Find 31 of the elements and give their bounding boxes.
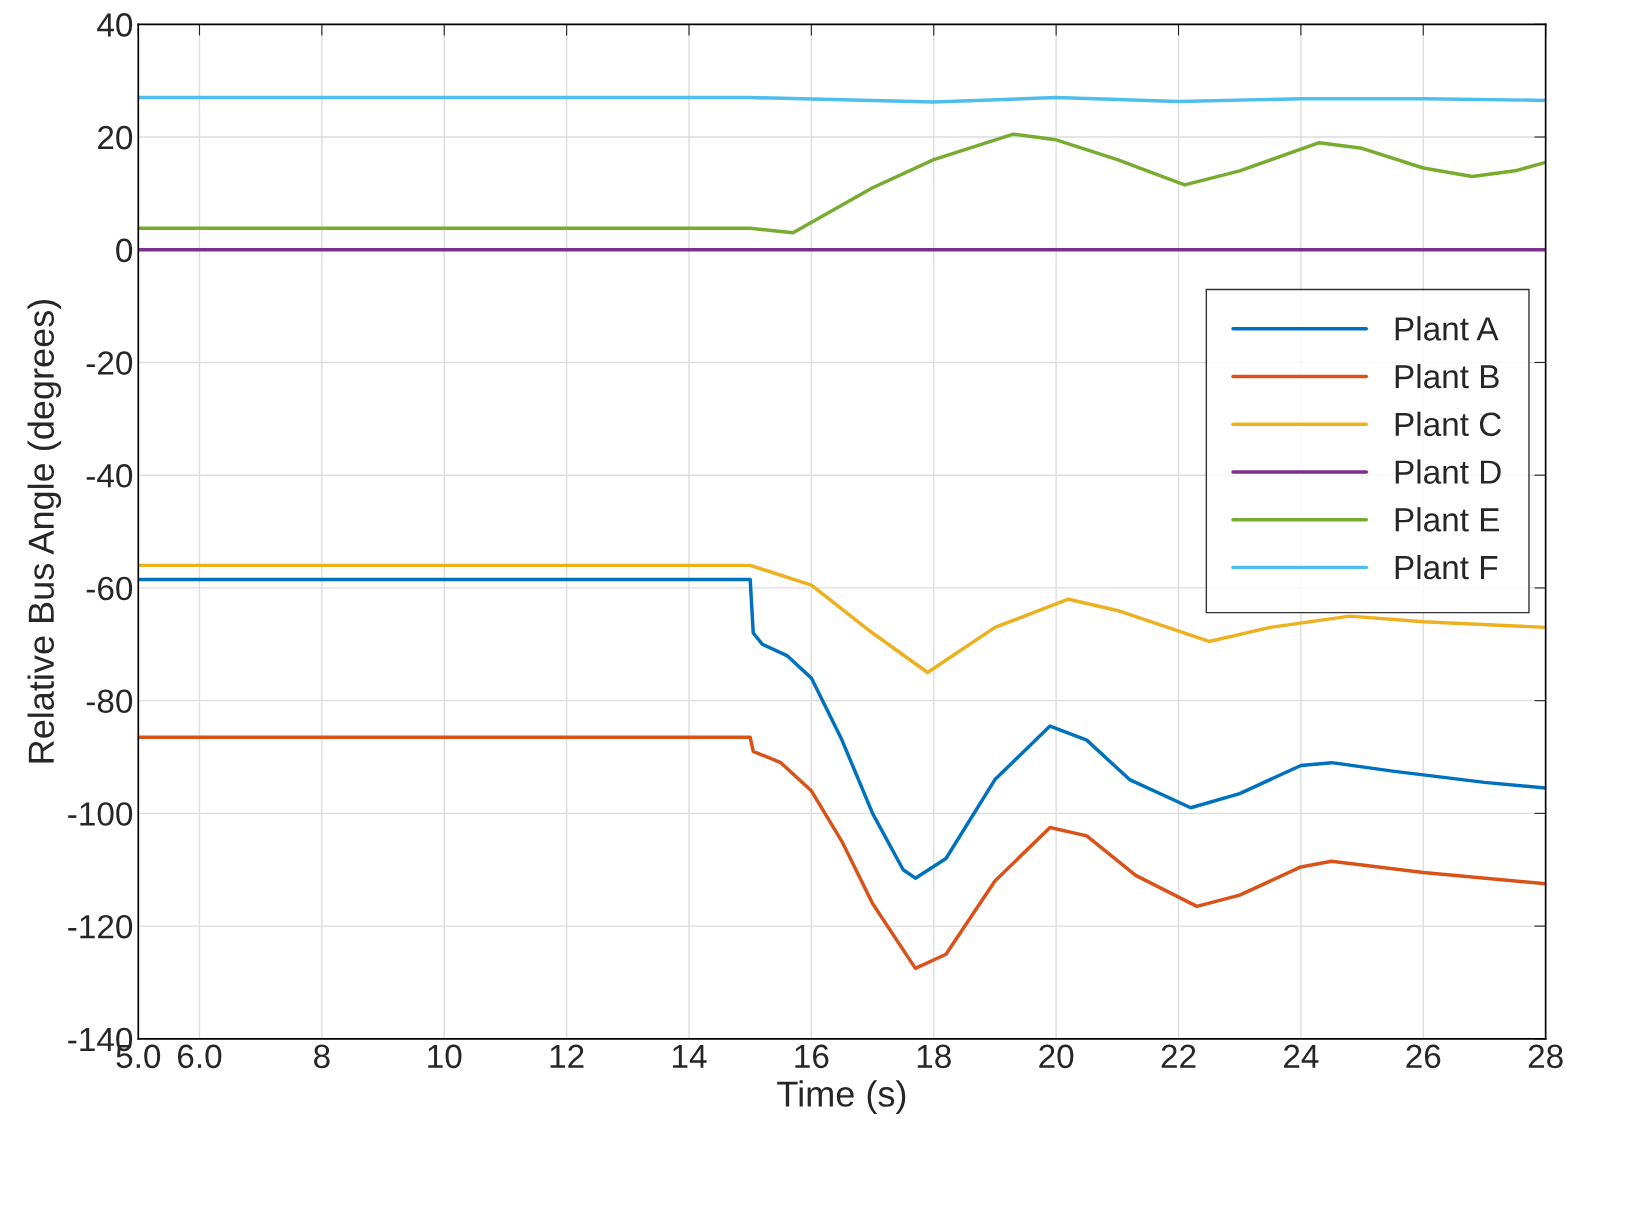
x-tick-label: 6.0 xyxy=(178,1044,222,1069)
y-tick-label: 0 xyxy=(116,238,133,263)
x-tick-label: 16 xyxy=(795,1044,829,1069)
y-axis-title: Relative Bus Angle (degrees) xyxy=(27,299,62,763)
legend-label: Plant A xyxy=(1395,316,1499,341)
legend-label: Plant D xyxy=(1395,459,1501,484)
x-tick-label: 20 xyxy=(1039,1044,1074,1069)
y-tick-label: -100 xyxy=(68,802,133,826)
x-tick-label: 28 xyxy=(1528,1044,1563,1069)
x-tick-label: 8 xyxy=(314,1044,330,1069)
legend-label: Plant B xyxy=(1395,363,1499,389)
x-tick-label: 24 xyxy=(1284,1044,1319,1068)
x-tick-label: 10 xyxy=(428,1044,462,1069)
y-tick-label: -80 xyxy=(86,689,133,714)
line-series xyxy=(138,132,1546,235)
y-tick-label: -120 xyxy=(68,914,133,939)
x-tick-label: 12 xyxy=(550,1044,584,1068)
y-tick-label: 40 xyxy=(97,13,133,37)
x-tick-label: 14 xyxy=(673,1044,707,1068)
legend-label: Plant F xyxy=(1395,554,1498,580)
x-tick-label: 22 xyxy=(1161,1044,1196,1068)
y-tick-label: -40 xyxy=(86,464,133,488)
x-tick-label: 18 xyxy=(917,1044,951,1069)
line-series xyxy=(138,735,1546,971)
legend-label: Plant C xyxy=(1395,411,1502,437)
x-axis-title: Time (s) xyxy=(777,1080,906,1114)
y-tick-label: 20 xyxy=(98,125,133,150)
y-tick-label: -20 xyxy=(86,351,133,375)
y-tick-label: -60 xyxy=(86,576,133,601)
x-tick-label: 26 xyxy=(1406,1044,1441,1069)
legend-label: Plant E xyxy=(1395,507,1500,532)
